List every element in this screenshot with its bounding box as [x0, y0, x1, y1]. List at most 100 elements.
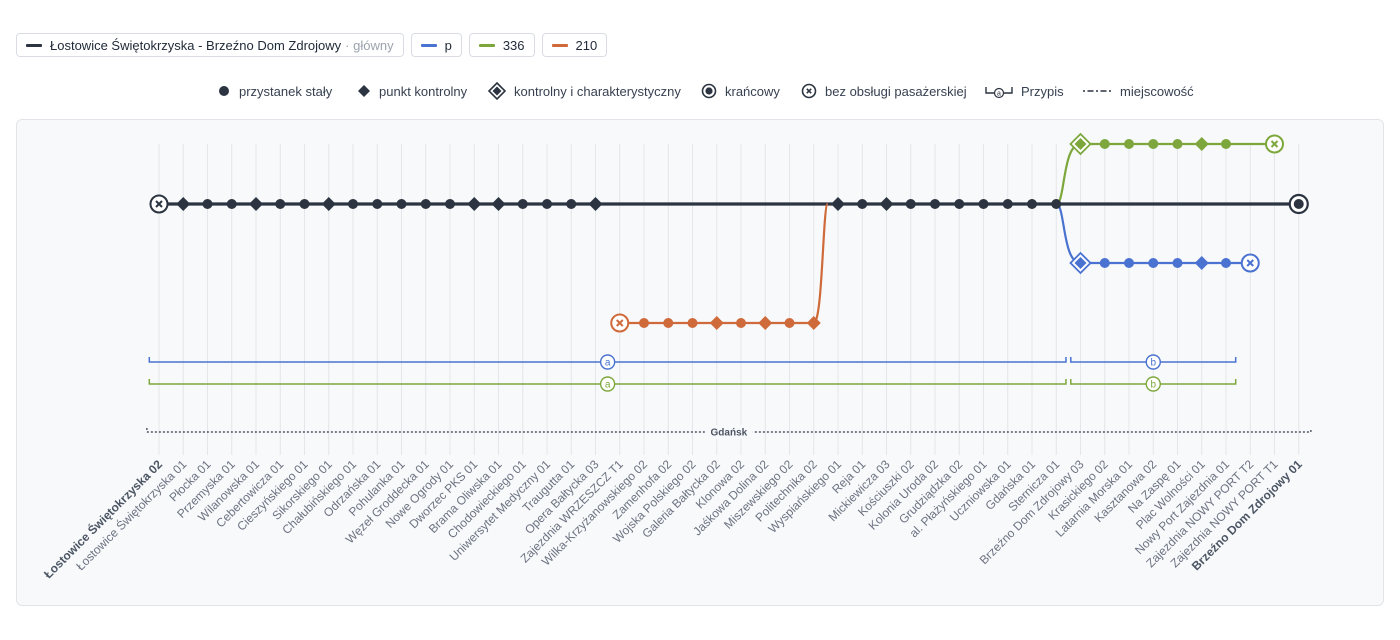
stop-dot [1124, 139, 1134, 149]
stop-marker-diamond[interactable] [249, 197, 263, 211]
legend-no-passenger-service-label: bez obsługi pasażerskiej [825, 83, 967, 99]
stop-dot [1027, 199, 1037, 209]
stop-marker-circle[interactable] [930, 199, 940, 209]
characteristic-diamond-inner [1074, 138, 1087, 150]
stop-dot [687, 318, 698, 328]
locality-label-bg [704, 425, 753, 439]
stop-marker-circle[interactable] [736, 318, 746, 328]
stop-marker-circle[interactable] [1002, 199, 1013, 209]
stop-marker-nopass[interactable] [1265, 134, 1284, 154]
stop-dot [857, 199, 868, 209]
stop-marker-diamond-char[interactable] [1069, 251, 1092, 275]
stop-dot [348, 199, 358, 209]
stop-dot [736, 318, 746, 328]
stop-marker-diamond[interactable] [758, 316, 773, 330]
stop-marker-circle[interactable] [1099, 258, 1110, 268]
stop-marker-circle[interactable] [348, 199, 358, 209]
no-passenger-service-icon [801, 83, 817, 99]
footnote-marker [1145, 376, 1161, 392]
tab-main-route[interactable]: Łostowice Świętokrzyska - Brzeźno Dom Zd… [16, 33, 404, 57]
stop-marker-circle[interactable] [905, 199, 916, 209]
stop-marker-circle[interactable] [226, 199, 237, 209]
legend-footnote-label: Przypis [1021, 83, 1064, 99]
stop-marker-circle[interactable] [396, 199, 407, 209]
stop-marker-circle[interactable] [857, 199, 868, 209]
footnote-marker [1145, 354, 1161, 370]
stop-marker-circle[interactable] [275, 199, 286, 209]
no-service-cross [155, 200, 163, 208]
stop-marker-circle[interactable] [663, 318, 674, 328]
stop-marker-diamond[interactable] [1194, 256, 1209, 270]
stop-marker-circle[interactable] [1172, 258, 1183, 268]
stop-marker-diamond[interactable] [879, 197, 894, 211]
stop-marker-diamond[interactable] [709, 316, 724, 330]
stop-marker-circle[interactable] [420, 199, 431, 209]
stop-marker-circle[interactable] [1124, 258, 1134, 268]
variant-p-swatch [420, 43, 437, 47]
stop-marker-diamond[interactable] [321, 197, 336, 211]
legend-regular-stop: przystanek stały [217, 78, 332, 104]
stop-marker-circle[interactable] [639, 318, 649, 328]
footnote-marker [599, 376, 616, 392]
terminal-icon [701, 83, 717, 99]
footnote-range-p-a[interactable]: a [148, 354, 1067, 370]
stop-marker-diamond-char[interactable] [1069, 132, 1092, 156]
stop-marker-circle[interactable] [1148, 258, 1159, 268]
stop-dot [542, 199, 552, 209]
stop-marker-circle[interactable] [978, 199, 989, 209]
checkpoint-diamond [491, 197, 506, 211]
stop-marker-circle[interactable] [372, 199, 383, 209]
stop-dot [420, 199, 431, 209]
stop-marker-diamond[interactable] [588, 197, 603, 211]
stop-marker-diamond[interactable] [831, 197, 845, 211]
stop-marker-diamond[interactable] [467, 197, 482, 211]
footnote-range-336-b[interactable]: b [1070, 376, 1237, 392]
stop-dot [517, 199, 528, 209]
stop-marker-circle[interactable] [1148, 139, 1159, 149]
stop-dot [226, 199, 237, 209]
stop-marker-circle[interactable] [1099, 139, 1110, 149]
terminal-dot [1293, 199, 1304, 209]
legend-checkpoint-label: punkt kontrolny [379, 83, 468, 99]
footnote-range-336-a[interactable]: a [148, 376, 1067, 392]
stop-marker-circle[interactable] [566, 199, 577, 209]
tab-variant-336[interactable]: 336 [468, 33, 535, 57]
stop-marker-circle[interactable] [954, 199, 965, 209]
checkpoint-icon [358, 85, 370, 97]
stop-marker-nopass[interactable] [149, 194, 169, 214]
footnote-icon: a [985, 87, 1013, 99]
stop-dot [1124, 258, 1134, 268]
stop-marker-circle[interactable] [202, 199, 213, 209]
stop-marker-circle[interactable] [542, 199, 552, 209]
stop-dot [1051, 199, 1062, 209]
stop-marker-circle[interactable] [1051, 199, 1062, 209]
tab-variant-p[interactable]: p [410, 33, 462, 57]
stop-marker-circle[interactable] [784, 318, 795, 328]
stop-label[interactable]: Łostowice Świętokrzyska 02 [40, 456, 165, 581]
stop-marker-circle[interactable] [299, 199, 310, 209]
footnote-range-p-b[interactable]: b [1070, 354, 1237, 370]
locality-bracket [146, 428, 1312, 433]
stop-marker-circle[interactable] [1172, 139, 1183, 149]
stop-marker-terminal[interactable] [1288, 193, 1309, 215]
locality-icon [1083, 90, 1111, 92]
stop-dot [372, 199, 383, 209]
stop-marker-nopass[interactable] [610, 313, 630, 333]
footnote-ranges: a b a b [148, 354, 1237, 392]
checkpoint-diamond [321, 197, 336, 211]
tab-variant-210[interactable]: 210 [541, 33, 608, 57]
stop-marker-nopass[interactable] [1240, 253, 1260, 273]
stop-marker-circle[interactable] [1221, 139, 1231, 149]
stop-label[interactable]: Łostowice Świętokrzyska 01 [73, 456, 190, 573]
stop-marker-circle[interactable] [1124, 139, 1134, 149]
stop-marker-circle[interactable] [445, 199, 455, 209]
stop-marker-diamond[interactable] [176, 197, 191, 211]
stop-marker-diamond[interactable] [1194, 137, 1209, 151]
stop-marker-diamond[interactable] [806, 316, 821, 330]
checkpoint-diamond [831, 197, 845, 211]
stop-marker-circle[interactable] [1027, 199, 1037, 209]
stop-marker-circle[interactable] [687, 318, 698, 328]
stop-marker-diamond[interactable] [491, 197, 506, 211]
stop-marker-circle[interactable] [517, 199, 528, 209]
stop-marker-circle[interactable] [1221, 258, 1231, 268]
